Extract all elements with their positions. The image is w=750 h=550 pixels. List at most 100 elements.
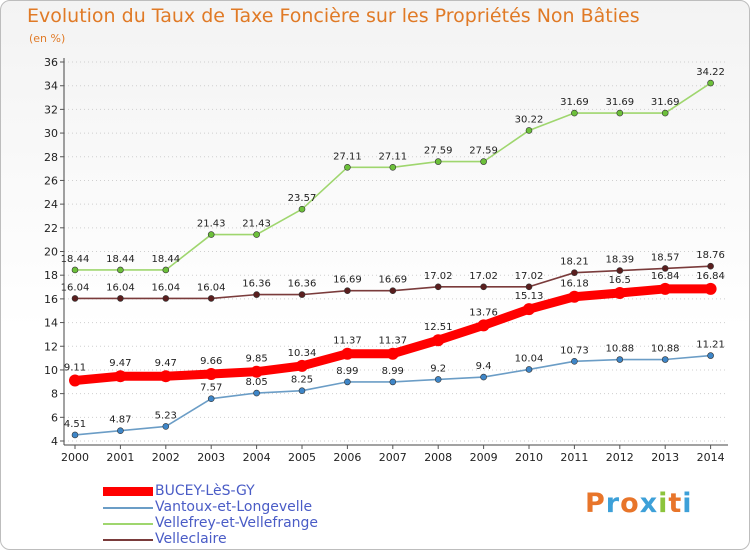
data-label: 34.22 xyxy=(696,67,725,78)
data-point xyxy=(389,378,397,386)
x-axis-ticks: 2000 2001 2002 2003 2004 2005 2006 2007 2008 2009… xyxy=(61,445,725,464)
data-label: 16.36 xyxy=(242,279,271,290)
data-point xyxy=(661,265,669,272)
y-tick-label: 30 xyxy=(44,127,58,140)
y-tick-label: 8 xyxy=(51,388,58,401)
data-label: 18.39 xyxy=(605,255,634,266)
data-point xyxy=(162,295,170,302)
data-point xyxy=(250,365,263,378)
data-label: 13.76 xyxy=(469,307,498,318)
data-point xyxy=(389,163,397,171)
data-point xyxy=(298,291,306,298)
data-point xyxy=(525,283,533,291)
data-point xyxy=(117,266,124,274)
x-tick-label: 2009 xyxy=(470,451,498,464)
data-label: 16.36 xyxy=(288,279,317,290)
data-label: 10.88 xyxy=(651,344,680,355)
data-point xyxy=(434,158,442,165)
data-point xyxy=(159,370,172,383)
data-label: 16.5 xyxy=(609,275,631,286)
y-tick-label: 4 xyxy=(51,435,58,448)
data-point xyxy=(432,334,445,347)
x-tick-label: 2007 xyxy=(379,451,407,464)
data-point xyxy=(253,291,260,298)
grid-lines xyxy=(64,61,728,442)
data-point xyxy=(71,295,79,302)
data-label: 17.02 xyxy=(424,271,453,282)
data-point xyxy=(704,282,717,295)
data-label: 10.04 xyxy=(515,353,544,364)
x-tick-label: 2013 xyxy=(651,451,679,464)
y-tick-label: 26 xyxy=(44,174,58,187)
x-tick-label: 2000 xyxy=(61,451,89,464)
data-label: 18.44 xyxy=(61,254,90,265)
logo-letter: r xyxy=(605,488,621,519)
data-label: 18.44 xyxy=(151,254,180,265)
data-point xyxy=(525,366,533,373)
data-label: 11.21 xyxy=(696,340,725,351)
data-point xyxy=(661,356,669,363)
data-label: 8.25 xyxy=(291,375,313,386)
logo-letter: i xyxy=(682,488,693,519)
data-label: 9.85 xyxy=(245,354,267,365)
data-label: 27.11 xyxy=(378,151,407,162)
data-point xyxy=(659,282,672,295)
data-label: 12.51 xyxy=(424,322,453,333)
legend-label: BUCEY-LèS-GY xyxy=(155,483,255,499)
data-label: 16.69 xyxy=(378,275,407,286)
data-point xyxy=(298,205,306,213)
y-tick-label: 16 xyxy=(44,293,58,306)
y-tick-label: 32 xyxy=(44,103,58,116)
legend-swatch xyxy=(103,523,153,525)
proxiti-logo: Proxiti xyxy=(585,488,693,519)
data-label: 10.88 xyxy=(605,344,634,355)
logo-letter: i xyxy=(658,488,669,519)
data-label: 18.57 xyxy=(651,252,680,263)
data-label: 5.23 xyxy=(155,410,177,421)
y-tick-label: 22 xyxy=(44,222,58,235)
data-point xyxy=(253,231,260,238)
unit-label: (en %) xyxy=(29,32,66,45)
data-label: 16.04 xyxy=(61,282,90,293)
data-label: 17.02 xyxy=(515,271,544,282)
data-point xyxy=(525,127,533,134)
data-label: 18.44 xyxy=(106,254,135,265)
data-label: 21.43 xyxy=(242,219,271,230)
data-point xyxy=(389,287,397,295)
legend-swatch xyxy=(103,539,153,541)
x-tick-label: 2003 xyxy=(197,451,225,464)
data-label: 27.11 xyxy=(333,151,362,162)
y-tick-label: 14 xyxy=(44,317,58,330)
data-point xyxy=(114,370,127,383)
data-point xyxy=(616,356,624,363)
x-tick-label: 2010 xyxy=(515,451,543,464)
data-point xyxy=(434,376,442,383)
data-label: 4.87 xyxy=(109,415,131,426)
data-point xyxy=(523,303,535,316)
series-line xyxy=(74,82,712,271)
x-tick-label: 2004 xyxy=(243,451,271,464)
data-point xyxy=(571,109,578,117)
series-layer xyxy=(69,79,717,439)
y-tick-label: 18 xyxy=(44,269,58,282)
data-label: 16.04 xyxy=(197,282,226,293)
data-label: 16.18 xyxy=(560,279,589,290)
data-point xyxy=(341,347,354,360)
data-label: 11.37 xyxy=(333,336,362,347)
data-label: 9.47 xyxy=(155,358,177,369)
legend-label: Vantoux-et-Longevelle xyxy=(155,499,313,515)
data-label: 8.05 xyxy=(245,377,267,388)
data-labels: 9.11 9.47 9.47 9.66 9.85 10.34 11.37 11.37 12.51… xyxy=(61,67,725,430)
x-tick-label: 2014 xyxy=(697,451,725,464)
data-point xyxy=(707,262,714,270)
data-label: 31.69 xyxy=(651,97,680,108)
data-label: 31.69 xyxy=(605,97,634,108)
data-point xyxy=(344,163,351,171)
data-point xyxy=(205,367,218,380)
data-label: 4.51 xyxy=(64,419,86,430)
y-tick-label: 28 xyxy=(44,151,58,164)
y-tick-label: 10 xyxy=(44,364,58,377)
data-point xyxy=(69,374,81,387)
data-label: 15.13 xyxy=(515,291,544,302)
